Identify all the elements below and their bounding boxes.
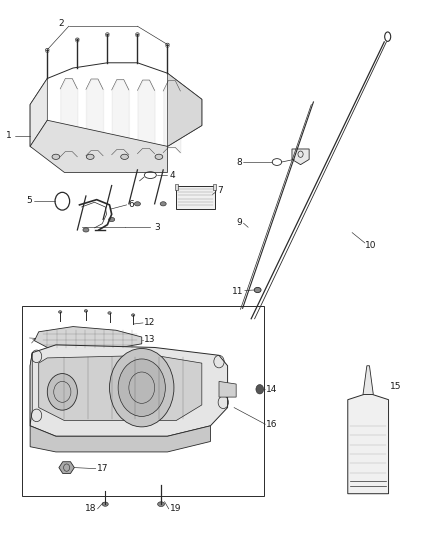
Ellipse shape xyxy=(52,154,60,159)
Polygon shape xyxy=(35,327,142,349)
Polygon shape xyxy=(39,356,202,421)
Circle shape xyxy=(110,349,174,427)
Polygon shape xyxy=(167,73,202,147)
Text: 1: 1 xyxy=(7,132,12,140)
Bar xyxy=(213,184,215,190)
Text: 8: 8 xyxy=(237,158,243,166)
Ellipse shape xyxy=(108,312,111,314)
Polygon shape xyxy=(30,120,167,173)
Polygon shape xyxy=(30,426,210,452)
Text: 3: 3 xyxy=(155,223,160,232)
Polygon shape xyxy=(363,366,373,394)
Polygon shape xyxy=(176,185,215,209)
Text: 16: 16 xyxy=(266,420,278,429)
Polygon shape xyxy=(30,78,47,147)
Text: 12: 12 xyxy=(144,318,155,327)
Ellipse shape xyxy=(102,502,108,506)
Ellipse shape xyxy=(131,314,135,317)
Ellipse shape xyxy=(86,154,94,159)
Polygon shape xyxy=(30,353,32,426)
Polygon shape xyxy=(59,462,74,473)
Bar xyxy=(21,306,264,496)
Text: 10: 10 xyxy=(365,241,376,250)
Ellipse shape xyxy=(84,310,88,312)
Text: 14: 14 xyxy=(266,385,278,394)
Ellipse shape xyxy=(83,228,89,232)
Text: 2: 2 xyxy=(59,19,64,28)
Text: 19: 19 xyxy=(170,504,181,513)
Text: 5: 5 xyxy=(26,196,32,205)
Polygon shape xyxy=(219,382,236,397)
Ellipse shape xyxy=(109,217,115,222)
Ellipse shape xyxy=(160,201,166,206)
Polygon shape xyxy=(292,149,309,165)
Bar xyxy=(175,184,178,190)
Text: 17: 17 xyxy=(97,464,108,473)
Text: 18: 18 xyxy=(85,504,97,513)
Text: 9: 9 xyxy=(237,217,243,227)
Ellipse shape xyxy=(134,201,141,206)
Circle shape xyxy=(118,359,166,416)
Ellipse shape xyxy=(155,154,163,159)
Text: 6: 6 xyxy=(129,200,134,209)
Text: 4: 4 xyxy=(170,171,175,180)
Text: 13: 13 xyxy=(144,335,155,344)
Circle shape xyxy=(47,374,78,410)
Ellipse shape xyxy=(58,311,62,313)
Circle shape xyxy=(256,384,264,394)
Ellipse shape xyxy=(121,154,128,159)
Polygon shape xyxy=(30,345,228,436)
Polygon shape xyxy=(348,394,389,494)
Text: 11: 11 xyxy=(233,287,244,296)
Text: 7: 7 xyxy=(217,186,223,195)
Text: 15: 15 xyxy=(390,382,401,391)
Ellipse shape xyxy=(254,287,261,293)
Ellipse shape xyxy=(158,502,165,506)
